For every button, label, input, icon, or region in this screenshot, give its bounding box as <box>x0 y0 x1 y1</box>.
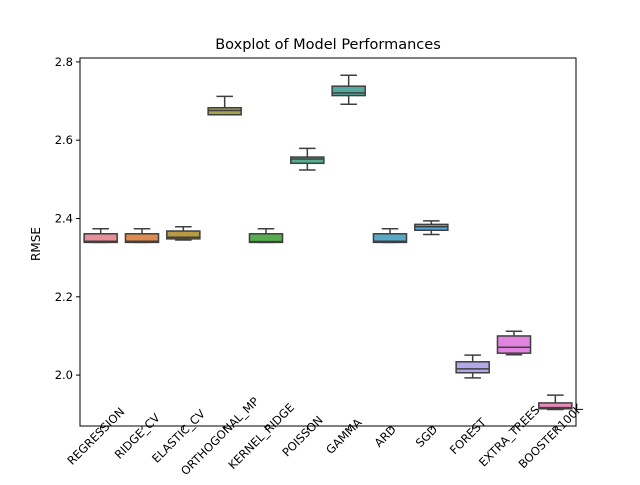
box-poisson <box>290 147 325 171</box>
box-body <box>83 233 118 244</box>
box-body <box>372 233 408 244</box>
y-tick-label: 2.2 <box>55 290 73 304</box>
box-forest <box>455 354 490 379</box>
y-tick-label: 2.0 <box>55 368 73 382</box>
box-ridge-cv <box>124 227 160 244</box>
x-tick-label: ARD <box>371 422 398 449</box>
box-regression <box>83 227 118 244</box>
axes-frame <box>79 57 577 427</box>
box-body <box>166 230 201 240</box>
box-gamma <box>331 74 366 105</box>
y-tick-label: 2.4 <box>55 212 73 226</box>
x-tick-label: FOREST <box>447 415 490 458</box>
box-body <box>248 233 284 244</box>
box-body <box>455 361 490 374</box>
box-body <box>331 85 366 97</box>
box-extra-trees <box>496 330 532 356</box>
box-orthogonal-mp <box>207 95 242 116</box>
plot-area <box>83 74 573 411</box>
box-ard <box>372 227 408 244</box>
box-elastic-cv <box>166 225 201 241</box>
box-body <box>124 233 160 244</box>
y-axis-label: RMSE <box>29 227 43 261</box>
box-booster100k <box>538 394 573 411</box>
y-tick-label: 2.6 <box>55 133 73 147</box>
y-tick-label: 2.8 <box>55 55 73 69</box>
chart-title: Boxplot of Model Performances <box>215 37 441 53</box>
box-body <box>496 335 532 354</box>
box-body <box>538 402 573 410</box>
x-axis: REGRESSIONRIDGE_CVELASTIC_CVORTHOGONAL_M… <box>64 394 585 478</box>
box-body <box>207 106 242 116</box>
x-tick-label: GAMMA <box>323 415 364 456</box>
box-body <box>290 156 325 165</box>
box-sgd <box>414 220 449 236</box>
box-kernel-ridge <box>248 227 284 244</box>
x-tick-label: ORTHOGONAL_MP <box>178 394 262 478</box>
y-axis: 2.0 2.2 2.4 2.6 2.8 <box>55 55 80 382</box>
